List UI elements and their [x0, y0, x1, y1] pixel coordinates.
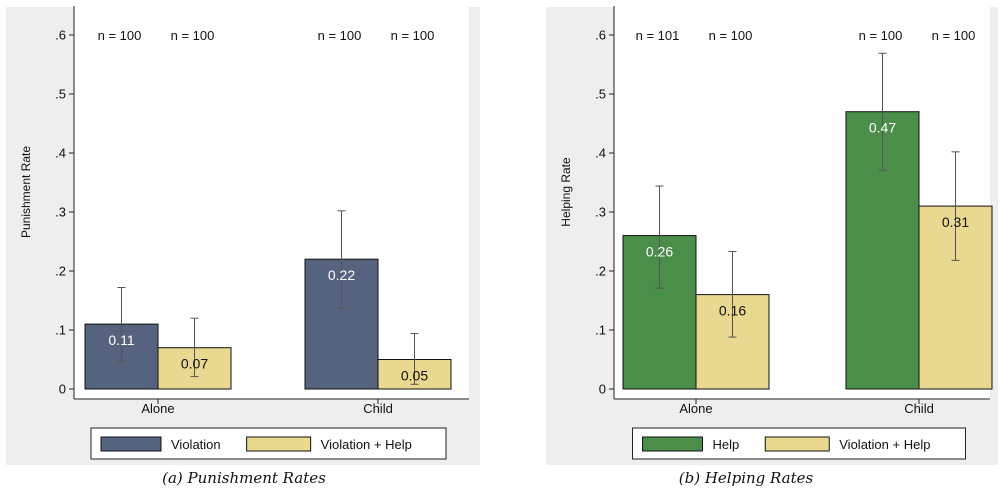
sample-size-label: n = 101	[636, 28, 680, 43]
bar-value-label: 0.05	[401, 368, 428, 384]
legend-label: Violation + Help	[321, 437, 412, 452]
y-axis-title: Helping Rate	[559, 157, 573, 227]
legend-swatch	[764, 436, 830, 452]
legend: Help Violation + Help	[632, 427, 966, 460]
bar-value-label: 0.26	[646, 244, 673, 260]
bar-value-label: 0.07	[181, 356, 208, 372]
y-tick-label: .2	[55, 264, 66, 279]
chart-panel-1: 0 .1 .2 .3 .4 .5 .6 Punishment Rate 0.11 n = 100 0…	[6, 6, 480, 487]
y-tick-label: .2	[595, 264, 606, 279]
y-tick-label: .1	[595, 323, 606, 338]
sample-size-label: n = 100	[709, 28, 753, 43]
sample-size-label: n = 100	[318, 28, 362, 43]
sample-size-label: n = 100	[391, 28, 435, 43]
bar-value-label: 0.31	[942, 214, 969, 230]
sample-size-label: n = 100	[171, 28, 215, 43]
bar-value-label: 0.47	[869, 120, 896, 136]
legend-label: Help	[713, 437, 740, 452]
y-tick-label: 0	[599, 382, 606, 397]
x-tick-label: Alone	[679, 401, 712, 416]
legend-swatch	[100, 436, 162, 452]
chart-panel-2: 0 .1 .2 .3 .4 .5 .6 Helping Rate 0.26 n = 101 0.16…	[546, 6, 998, 487]
x-tick-label: Child	[363, 401, 393, 416]
y-tick-label: .5	[595, 87, 606, 102]
legend-swatch	[642, 436, 703, 452]
panel-caption: (b) Helping Rates	[679, 469, 814, 487]
y-tick-label: .4	[595, 146, 606, 161]
y-tick-label: 0	[59, 382, 66, 397]
y-tick-label: .1	[55, 323, 66, 338]
bar-value-label: 0.22	[328, 267, 355, 283]
panel-caption: (a) Punishment Rates	[162, 469, 326, 487]
legend: Violation Violation + Help	[90, 427, 447, 460]
y-axis-title: Punishment Rate	[19, 146, 33, 238]
bar-value-label: 0.11	[108, 332, 134, 348]
sample-size-label: n = 100	[859, 28, 903, 43]
legend-swatch	[246, 436, 312, 452]
y-tick-label: .3	[55, 205, 66, 220]
legend-label: Violation	[171, 437, 221, 452]
y-tick-label: .3	[595, 205, 606, 220]
x-tick-label: Child	[904, 401, 934, 416]
y-tick-label: .4	[55, 146, 66, 161]
legend-label: Violation + Help	[839, 437, 930, 452]
y-tick-label: .6	[55, 28, 66, 43]
y-tick-label: .5	[55, 87, 66, 102]
bar-value-label: 0.16	[719, 303, 746, 319]
x-tick-label: Alone	[141, 401, 174, 416]
y-tick-label: .6	[595, 28, 606, 43]
sample-size-label: n = 100	[932, 28, 976, 43]
sample-size-label: n = 100	[98, 28, 142, 43]
